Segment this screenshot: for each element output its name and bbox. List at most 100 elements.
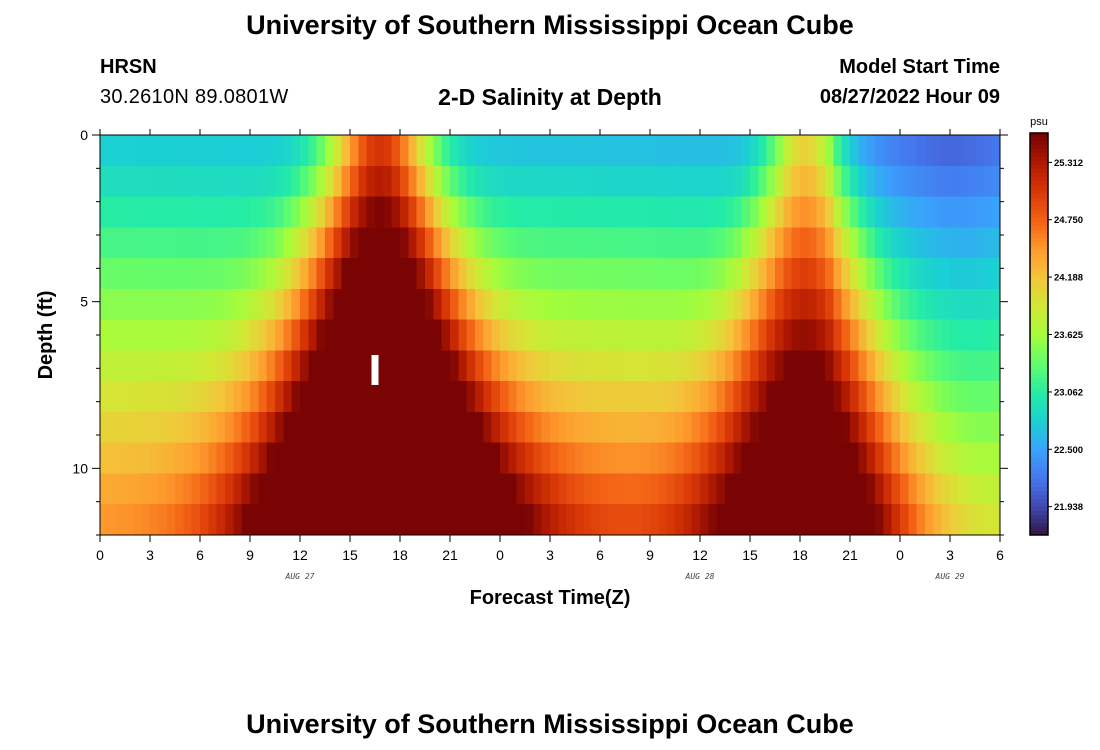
heatmap-cell <box>258 227 268 259</box>
heatmap-cell <box>308 504 318 536</box>
heatmap-cell <box>500 227 509 259</box>
heatmap-cell <box>275 165 284 198</box>
heatmap-cell <box>158 504 168 536</box>
heatmap-cell <box>150 258 159 290</box>
heatmap-cell <box>208 473 218 505</box>
colorbar-segment <box>1030 482 1048 488</box>
heatmap-cell <box>750 227 759 259</box>
heatmap-cell <box>816 196 826 228</box>
heatmap-cell <box>908 504 918 536</box>
colorbar-segment <box>1030 277 1048 283</box>
heatmap-cell <box>583 411 593 444</box>
colorbar-segment <box>1030 261 1048 267</box>
heatmap-cell <box>358 165 368 198</box>
heatmap-cell <box>325 442 334 475</box>
heatmap-cell <box>466 319 476 351</box>
heatmap-cell <box>708 165 718 198</box>
heatmap-cell <box>333 258 343 290</box>
colorbar-segment <box>1030 454 1048 460</box>
heatmap-cell <box>258 196 268 228</box>
heatmap-cell <box>566 165 576 198</box>
heatmap-cell <box>341 411 351 444</box>
heatmap-cell <box>616 135 626 167</box>
heatmap-cell <box>116 135 126 167</box>
heatmap-cell <box>491 135 501 167</box>
heatmap-cell <box>658 227 668 259</box>
heatmap-cell <box>658 288 668 321</box>
heatmap-cell <box>150 288 159 321</box>
heatmap-cell <box>708 350 718 382</box>
heatmap-cell <box>641 288 651 321</box>
heatmap-cell <box>250 319 259 351</box>
colorbar-segment <box>1030 249 1048 255</box>
heatmap-cell <box>900 196 909 228</box>
x-tick-label: 21 <box>442 547 458 563</box>
heatmap-cell <box>816 165 826 198</box>
x-tick-label: 12 <box>292 547 308 563</box>
heatmap-cell <box>541 473 551 505</box>
heatmap-cell <box>366 288 376 321</box>
heatmap-cell <box>508 165 518 198</box>
heatmap-cell <box>633 135 643 167</box>
heatmap-cell <box>716 288 726 321</box>
heatmap-cell <box>975 227 984 259</box>
heatmap-cell <box>650 381 659 413</box>
x-date-label: AUG 29 <box>935 572 965 581</box>
heatmap-cell <box>483 165 493 198</box>
heatmap-cell <box>608 350 618 382</box>
heatmap-cell <box>591 504 601 536</box>
heatmap-cell <box>150 227 159 259</box>
heatmap-cell <box>925 165 934 198</box>
heatmap-cell <box>425 258 434 290</box>
heatmap-cell <box>966 135 976 167</box>
heatmap-cell <box>791 227 801 259</box>
heatmap-cell <box>800 258 809 290</box>
heatmap-cell <box>366 504 376 536</box>
heatmap-cell <box>658 350 668 382</box>
heatmap-cell <box>816 135 826 167</box>
heatmap-cell <box>400 411 409 444</box>
heatmap-cell <box>941 473 951 505</box>
heatmap-cell <box>941 411 951 444</box>
heatmap-cell <box>558 442 568 475</box>
heatmap-cell <box>200 442 209 475</box>
heatmap-cell <box>341 350 351 382</box>
heatmap-cell <box>216 135 226 167</box>
heatmap-cell <box>616 381 626 413</box>
heatmap-cell <box>175 319 184 351</box>
colorbar-segment <box>1030 149 1048 154</box>
heatmap-cell <box>516 319 526 351</box>
heatmap-cell <box>991 165 1001 198</box>
heatmap-cell <box>791 196 801 228</box>
heatmap-cell <box>141 196 151 228</box>
colorbar-segment <box>1030 442 1048 448</box>
colorbar-segment <box>1030 305 1048 311</box>
heatmap-cell <box>941 227 951 259</box>
heatmap-cell <box>808 258 818 290</box>
heatmap-cell <box>816 258 826 290</box>
heatmap-cell <box>600 165 609 198</box>
heatmap-cell <box>533 350 543 382</box>
heatmap-cell <box>700 350 709 382</box>
heatmap-cell <box>100 319 109 351</box>
heatmap-cell <box>425 473 434 505</box>
heatmap-cell <box>650 258 659 290</box>
heatmap-cell <box>483 411 493 444</box>
heatmap-cell <box>550 381 559 413</box>
heatmap-cell <box>291 442 301 475</box>
heatmap-cell <box>608 504 618 536</box>
heatmap-cell <box>808 165 818 198</box>
heatmap-cell <box>533 442 543 475</box>
heatmap-cell <box>883 381 893 413</box>
heatmap-cell <box>691 135 701 167</box>
y-tick-label: 10 <box>72 460 88 476</box>
heatmap-cell <box>100 135 109 167</box>
heatmap-cell <box>366 227 376 259</box>
heatmap-cell <box>833 473 843 505</box>
heatmap-cell <box>891 227 901 259</box>
heatmap-cell <box>500 504 509 536</box>
heatmap-cell <box>491 504 501 536</box>
heatmap-cell <box>583 442 593 475</box>
heatmap-cell <box>983 350 993 382</box>
heatmap-cell <box>558 411 568 444</box>
